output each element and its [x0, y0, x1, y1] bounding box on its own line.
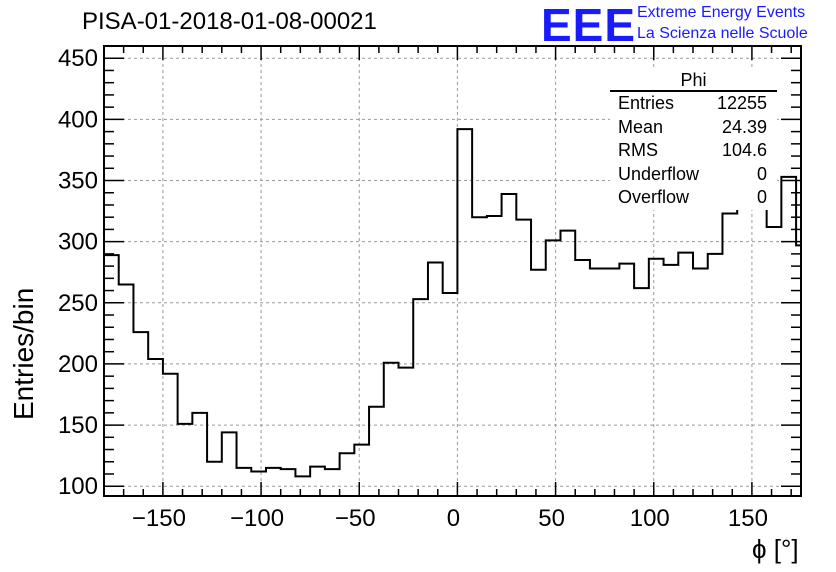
histogram-series-line [104, 66, 802, 478]
histogram-bin [178, 424, 193, 496]
chart-title: PISA-01-2018-01-08-00021 [82, 8, 377, 35]
x-tick-label: −150 [132, 505, 186, 532]
stats-row-overflow: Overflow 0 [610, 186, 777, 210]
histogram-bin [413, 299, 428, 496]
histogram-bin [546, 240, 561, 496]
histogram-bin [119, 284, 134, 496]
stats-title: Phi [610, 70, 777, 92]
histogram-bin [237, 468, 252, 496]
histogram-bin [560, 231, 575, 496]
histogram-bin [310, 467, 325, 496]
histogram-bin [678, 253, 693, 496]
histogram-bin [664, 265, 679, 496]
histogram-bin [516, 220, 531, 496]
stats-row-mean: Mean 24.39 [610, 116, 777, 140]
stats-box: Phi Entries 12255 Mean 24.39 RMS 104.6 U… [610, 70, 777, 210]
stats-label: Entries [618, 93, 675, 113]
histogram-bin [708, 254, 723, 496]
x-tick-label: 0 [447, 505, 460, 532]
histogram-bin [722, 214, 737, 496]
histogram-bin [354, 445, 369, 496]
histogram-bin [133, 332, 148, 496]
x-tick-label: 50 [538, 505, 565, 532]
y-tick-label: 400 [58, 106, 98, 133]
stats-label: Overflow [618, 187, 690, 207]
stats-row-rms: RMS 104.6 [610, 139, 777, 163]
histogram-bin [399, 368, 414, 496]
histogram-bin [266, 468, 281, 496]
histogram-bin [369, 407, 384, 496]
stats-label: RMS [618, 140, 658, 160]
stats-value: 0 [756, 163, 767, 184]
histogram-bin [472, 217, 487, 496]
x-tick-label: 100 [630, 505, 670, 532]
eee-logo: EEE [541, 0, 637, 51]
y-tick-label: 100 [58, 473, 98, 500]
stats-value: 12255 [716, 93, 767, 113]
histogram-bin [295, 476, 310, 496]
histogram-bin [781, 177, 796, 496]
y-tick-label: 150 [58, 412, 98, 439]
histogram-bin [649, 259, 664, 496]
histogram-bin [384, 363, 399, 496]
histogram-bin [251, 472, 266, 496]
histogram-bin [281, 469, 296, 496]
x-tick-label: −50 [335, 505, 376, 532]
stats-value: 24.39 [721, 116, 767, 137]
histogram-bin [767, 227, 782, 496]
stats-label: Underflow [618, 163, 700, 184]
stats-value: 104.6 [721, 140, 767, 160]
histogram-bin [428, 262, 443, 496]
histogram-bin [192, 413, 207, 496]
histogram-bin [634, 288, 649, 496]
histogram-bin [487, 216, 502, 496]
stats-row-entries: Entries 12255 [610, 92, 777, 116]
y-axis-label: Entries/bin [8, 287, 39, 420]
histogram-bin [752, 205, 767, 496]
histogram-bin [693, 269, 708, 496]
histogram-bin [163, 374, 178, 496]
histogram-bin [148, 359, 163, 496]
stats-label: Mean [618, 116, 664, 137]
histogram-bin [340, 453, 355, 496]
y-tick-label: 450 [58, 45, 98, 72]
stats-row-underflow: Underflow 0 [610, 163, 777, 187]
x-tick-label: −100 [230, 505, 284, 532]
logo-text-line2: La Scienza nelle Scuole [637, 25, 808, 42]
stats-value: 0 [756, 187, 767, 207]
histogram-bin [590, 269, 605, 496]
histogram-bin [207, 462, 222, 496]
plot-frame [103, 45, 802, 497]
x-tick-label: 150 [728, 505, 768, 532]
histogram-bin [222, 432, 237, 496]
logo-text-line1: Extreme Energy Events [637, 4, 806, 21]
x-axis-label: ϕ [°] [752, 534, 799, 564]
histogram-bin [575, 260, 590, 496]
y-tick-label: 300 [58, 229, 98, 256]
histogram-bin [737, 174, 752, 496]
y-tick-label: 200 [58, 351, 98, 378]
histogram-bin [443, 293, 458, 496]
histogram-bin [502, 194, 517, 496]
histogram-bin [325, 469, 340, 496]
histogram-bin [619, 264, 634, 496]
y-tick-label: 250 [58, 290, 98, 317]
y-tick-label: 350 [58, 168, 98, 195]
histogram-bin [457, 129, 472, 496]
histogram-bin [531, 270, 546, 496]
histogram-bin [605, 269, 620, 496]
